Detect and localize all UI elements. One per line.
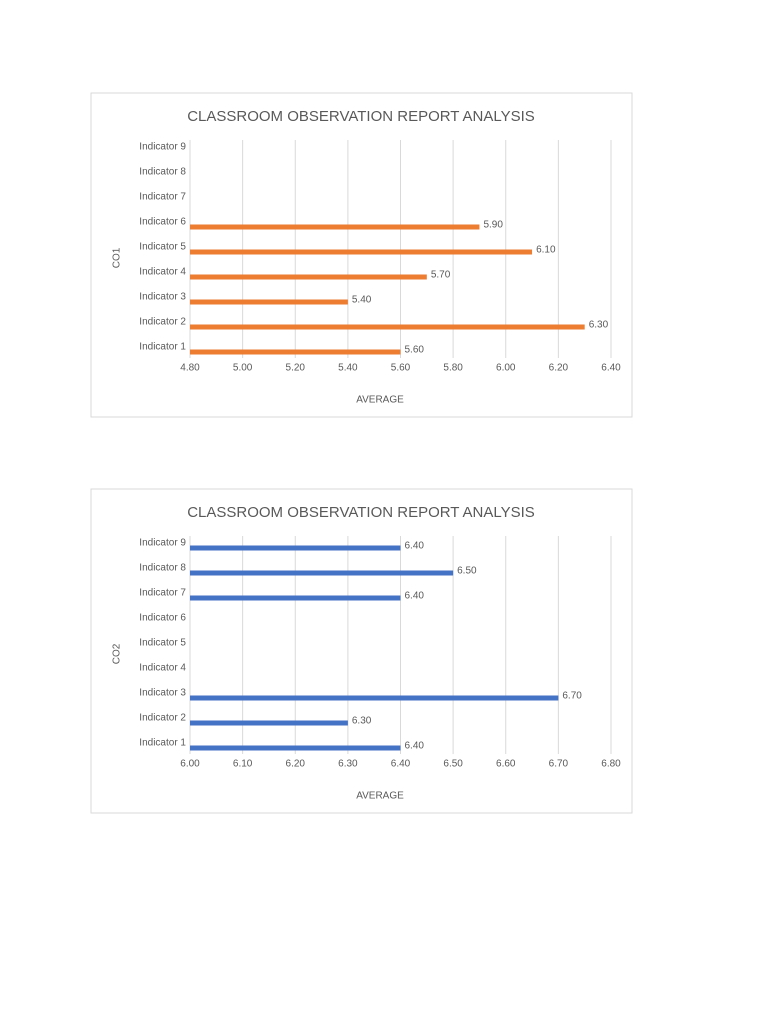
- x-tick-label: 6.70: [549, 759, 569, 770]
- y-tick-label: Indicator 5: [139, 242, 186, 253]
- chart: CLASSROOM OBSERVATION REPORT ANALYSIS AVE…: [90, 488, 633, 814]
- y-tick-label: Indicator 3: [139, 688, 186, 699]
- x-axis-title: AVERAGE: [356, 395, 404, 406]
- y-axis-title: CO1: [112, 247, 123, 268]
- chart-title: CLASSROOM OBSERVATION REPORT ANALYSIS: [187, 108, 535, 125]
- bar: [190, 745, 401, 751]
- value-label: 6.30: [352, 716, 372, 727]
- y-tick-label: Indicator 4: [139, 267, 186, 278]
- bar: [190, 324, 585, 330]
- y-tick-label: Indicator 2: [139, 713, 186, 724]
- x-tick-label: 5.80: [443, 363, 463, 374]
- x-tick-label: 6.60: [496, 759, 516, 770]
- y-tick-label: Indicator 3: [139, 292, 186, 303]
- bar: [190, 274, 427, 280]
- x-tick-label: 6.50: [443, 759, 463, 770]
- y-tick-label: Indicator 8: [139, 167, 186, 178]
- y-tick-label: Indicator 9: [139, 142, 186, 153]
- y-tick-label: Indicator 8: [139, 563, 186, 574]
- x-tick-label: 6.40: [391, 759, 411, 770]
- x-tick-label: 6.20: [286, 759, 306, 770]
- bar: [190, 545, 401, 551]
- x-tick-label: 6.00: [496, 363, 516, 374]
- value-label: 5.90: [483, 220, 503, 231]
- y-axis-title: CO2: [112, 643, 123, 664]
- value-label: 6.70: [562, 691, 582, 702]
- y-tick-label: Indicator 7: [139, 588, 186, 599]
- y-tick-label: Indicator 1: [139, 738, 186, 749]
- value-label: 5.60: [405, 345, 425, 356]
- value-label: 5.40: [352, 295, 372, 306]
- y-tick-label: Indicator 7: [139, 192, 186, 203]
- value-label: 6.40: [405, 541, 425, 552]
- value-label: 6.50: [457, 566, 477, 577]
- x-axis-title: AVERAGE: [356, 791, 404, 802]
- chart-title: CLASSROOM OBSERVATION REPORT ANALYSIS: [187, 504, 535, 521]
- x-tick-label: 6.30: [338, 759, 358, 770]
- chart: CLASSROOM OBSERVATION REPORT ANALYSIS AVE…: [90, 92, 633, 418]
- bar: [190, 595, 401, 601]
- y-tick-label: Indicator 6: [139, 217, 186, 228]
- x-tick-label: 6.40: [601, 363, 621, 374]
- chart-frame: [90, 488, 633, 814]
- x-tick-label: 6.10: [233, 759, 253, 770]
- value-label: 6.40: [405, 591, 425, 602]
- y-tick-label: Indicator 2: [139, 317, 186, 328]
- x-tick-label: 6.20: [549, 363, 569, 374]
- y-tick-label: Indicator 6: [139, 613, 186, 624]
- x-tick-label: 4.80: [180, 363, 200, 374]
- x-tick-label: 5.40: [338, 363, 358, 374]
- bar: [190, 299, 348, 305]
- x-tick-label: 5.60: [391, 363, 411, 374]
- x-tick-label: 5.20: [286, 363, 306, 374]
- value-label: 5.70: [431, 270, 451, 281]
- bar: [190, 249, 533, 255]
- value-label: 6.30: [589, 320, 609, 331]
- y-tick-label: Indicator 1: [139, 342, 186, 353]
- x-tick-label: 6.00: [180, 759, 200, 770]
- x-tick-label: 5.00: [233, 363, 253, 374]
- x-tick-label: 6.80: [601, 759, 621, 770]
- bar: [190, 720, 348, 726]
- value-label: 6.10: [536, 245, 556, 256]
- bar: [190, 695, 559, 701]
- y-tick-label: Indicator 5: [139, 638, 186, 649]
- bar: [190, 570, 454, 576]
- bar: [190, 349, 401, 355]
- y-tick-label: Indicator 9: [139, 538, 186, 549]
- chart-frame: [90, 92, 633, 418]
- bar: [190, 224, 480, 230]
- y-tick-label: Indicator 4: [139, 663, 186, 674]
- value-label: 6.40: [405, 741, 425, 752]
